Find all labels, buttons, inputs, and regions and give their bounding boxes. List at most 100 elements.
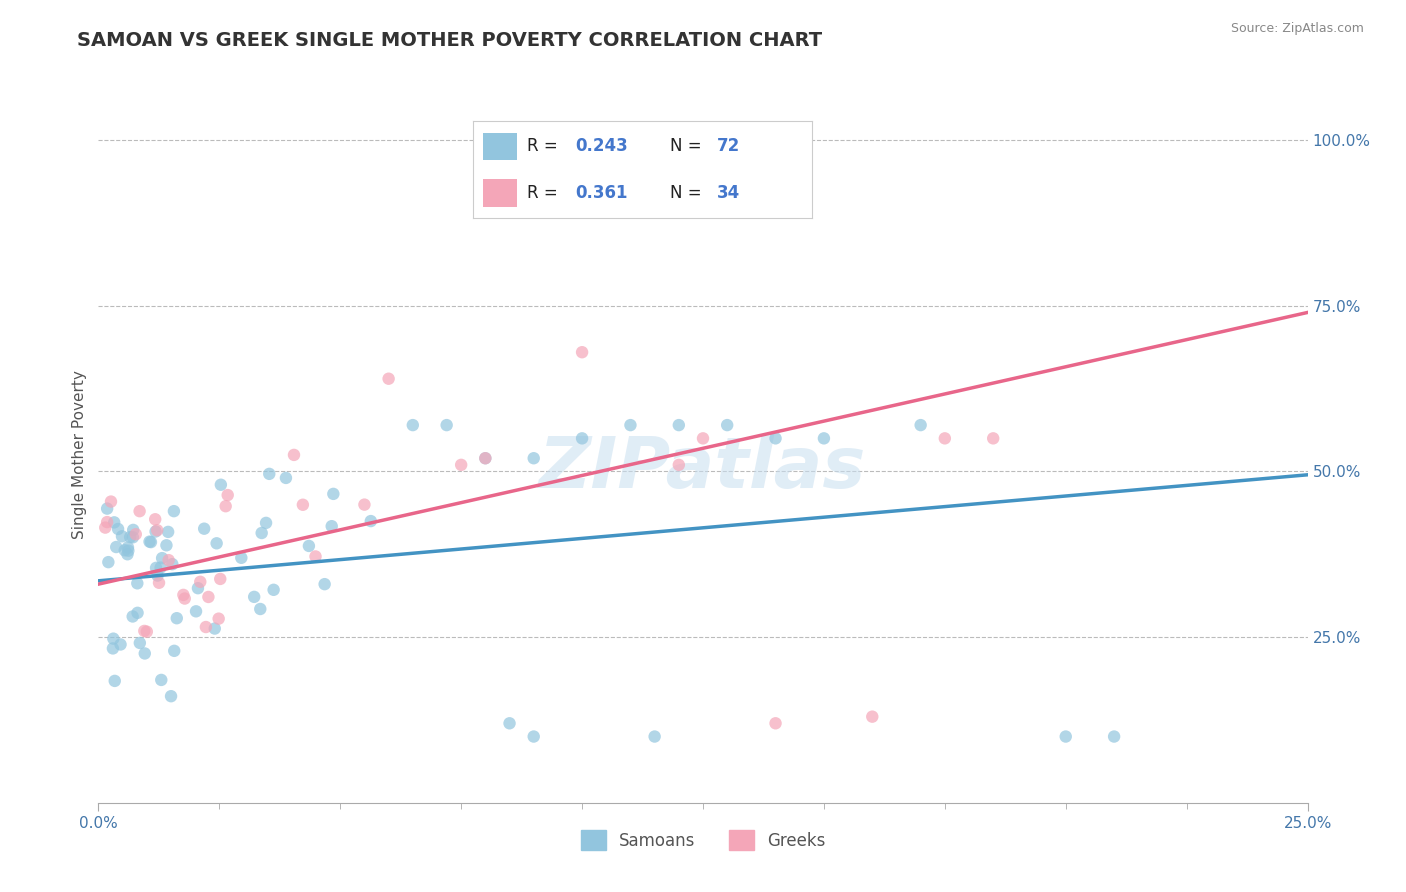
Point xyxy=(217,488,239,502)
Point xyxy=(117,547,139,561)
Point xyxy=(208,612,231,626)
Point xyxy=(523,730,546,744)
Point xyxy=(148,575,170,590)
Point xyxy=(96,501,118,516)
Point xyxy=(571,345,593,359)
Point xyxy=(172,588,194,602)
Point xyxy=(231,550,253,565)
Point xyxy=(127,606,149,620)
Point xyxy=(145,561,167,575)
Point xyxy=(205,536,228,550)
Point xyxy=(157,524,180,539)
Legend: Samoans, Greeks: Samoans, Greeks xyxy=(574,823,832,857)
Point xyxy=(121,609,143,624)
Point xyxy=(254,516,277,530)
Point xyxy=(162,557,184,571)
Point xyxy=(146,568,169,582)
Point xyxy=(283,448,305,462)
Text: Source: ZipAtlas.com: Source: ZipAtlas.com xyxy=(1230,22,1364,36)
Point xyxy=(193,522,215,536)
Text: SAMOAN VS GREEK SINGLE MOTHER POVERTY CORRELATION CHART: SAMOAN VS GREEK SINGLE MOTHER POVERTY CO… xyxy=(77,31,823,50)
Point xyxy=(103,632,125,646)
Point xyxy=(377,372,399,386)
Point xyxy=(450,458,472,472)
Point xyxy=(125,527,148,541)
Point xyxy=(110,638,132,652)
Point xyxy=(107,522,129,536)
Point xyxy=(1054,730,1077,744)
Point xyxy=(94,520,117,534)
Point xyxy=(250,526,273,541)
Point xyxy=(474,451,496,466)
Point xyxy=(474,451,496,466)
Point xyxy=(146,523,169,537)
Point xyxy=(910,418,932,433)
Point xyxy=(571,431,593,445)
Point xyxy=(436,418,458,433)
Point xyxy=(644,730,666,744)
Point xyxy=(114,543,136,558)
Point xyxy=(104,673,127,688)
Point xyxy=(1102,730,1125,744)
Point xyxy=(163,644,186,658)
Point xyxy=(163,504,186,518)
Point xyxy=(139,535,162,549)
Point xyxy=(716,418,738,433)
Point xyxy=(160,689,183,703)
Point xyxy=(187,581,209,595)
Point xyxy=(402,418,425,433)
Point xyxy=(122,523,145,537)
Y-axis label: Single Mother Poverty: Single Mother Poverty xyxy=(72,370,87,540)
Point xyxy=(813,431,835,445)
Point xyxy=(145,524,167,539)
Point xyxy=(197,590,219,604)
Point xyxy=(105,540,128,554)
Point xyxy=(243,590,266,604)
Point xyxy=(692,431,714,445)
Point xyxy=(120,530,142,544)
Point xyxy=(155,538,177,552)
Point xyxy=(765,716,787,731)
Point xyxy=(173,591,195,606)
Text: ZIPatlas: ZIPatlas xyxy=(540,434,866,503)
Point xyxy=(765,431,787,445)
Point xyxy=(619,418,641,433)
Point xyxy=(150,673,173,687)
Point xyxy=(134,647,156,661)
Point xyxy=(249,602,271,616)
Point xyxy=(103,516,125,530)
Point xyxy=(117,543,139,558)
Point xyxy=(322,487,344,501)
Point xyxy=(523,451,546,466)
Point xyxy=(860,709,883,723)
Point xyxy=(127,576,149,591)
Point xyxy=(353,498,375,512)
Point xyxy=(314,577,336,591)
Point xyxy=(188,574,211,589)
Point xyxy=(143,512,166,526)
Point xyxy=(149,560,172,574)
Point xyxy=(259,467,281,481)
Point xyxy=(100,494,122,508)
Point xyxy=(209,477,232,491)
Point xyxy=(128,636,150,650)
Point xyxy=(981,431,1004,445)
Point xyxy=(150,551,173,566)
Point xyxy=(215,499,238,513)
Point xyxy=(209,572,232,586)
Point xyxy=(128,504,150,518)
Point xyxy=(157,553,180,567)
Point xyxy=(97,555,120,569)
Point xyxy=(122,530,145,544)
Point xyxy=(138,534,160,549)
Point xyxy=(134,624,156,638)
Point xyxy=(184,604,207,618)
Point xyxy=(668,458,690,472)
Point xyxy=(360,514,382,528)
Point xyxy=(166,611,188,625)
Point xyxy=(263,582,285,597)
Point xyxy=(298,539,321,553)
Point xyxy=(101,641,124,656)
Point xyxy=(291,498,314,512)
Point xyxy=(304,549,326,564)
